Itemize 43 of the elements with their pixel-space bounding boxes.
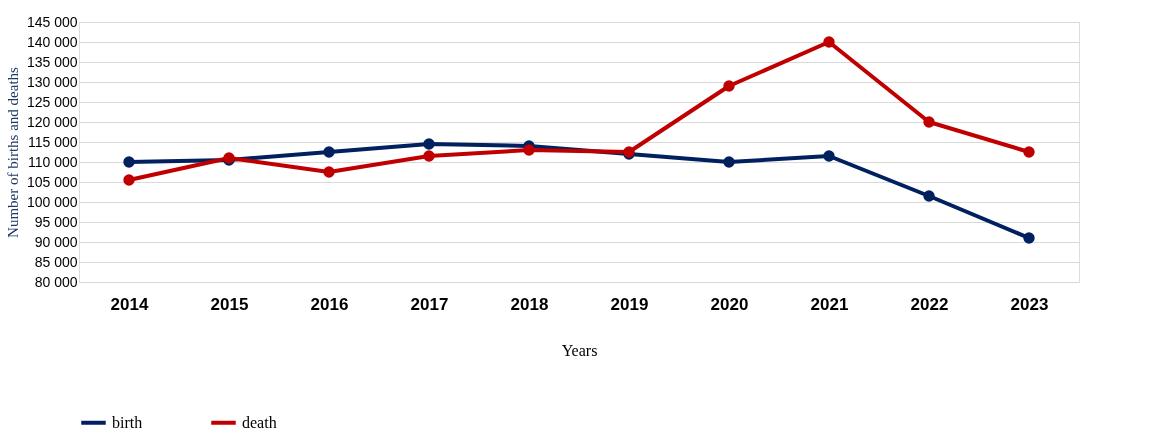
point — [323, 166, 335, 178]
y-tick-label: 90 000 — [34, 233, 78, 250]
point — [823, 150, 835, 162]
point — [123, 174, 135, 186]
point — [923, 116, 935, 128]
x-tick-label: 2019 — [610, 294, 649, 314]
x-tick-label: 2015 — [210, 294, 249, 314]
point — [1023, 232, 1035, 244]
x-tick-label: 2023 — [1010, 294, 1049, 314]
y-tick-label: 110 000 — [27, 153, 78, 170]
point — [523, 144, 535, 156]
y-tick-label: 135 000 — [26, 53, 78, 70]
x-tick-label: 2020 — [710, 294, 749, 314]
y-axis-title: Number of births and deaths — [4, 66, 21, 238]
point — [423, 150, 435, 162]
point — [923, 190, 935, 202]
y-tick-label: 100 000 — [26, 193, 78, 210]
y-tick-label: 105 000 — [26, 173, 78, 190]
y-tick-label: 115 000 — [27, 133, 78, 150]
x-tick-label: 2022 — [910, 294, 949, 314]
point — [123, 156, 135, 168]
x-tick-label: 2017 — [410, 294, 449, 314]
x-tick-label: 2018 — [510, 294, 549, 314]
y-tick-label: 145 000 — [26, 13, 78, 30]
point — [823, 36, 835, 48]
point — [323, 146, 335, 158]
x-axis-title: Years — [561, 341, 598, 359]
y-tick-label: 130 000 — [26, 73, 78, 90]
point — [1023, 146, 1035, 158]
point — [723, 156, 735, 168]
x-tick-label: 2016 — [310, 294, 349, 314]
legend-label: birth — [112, 413, 143, 431]
point — [723, 80, 735, 92]
y-tick-label: 95 000 — [34, 213, 78, 230]
x-tick-label: 2021 — [810, 294, 849, 314]
y-tick-label: 140 000 — [26, 33, 78, 50]
y-tick-label: 120 000 — [26, 113, 78, 130]
x-tick-label: 2014 — [110, 294, 149, 314]
legend-label: death — [242, 413, 277, 431]
y-tick-label: 125 000 — [26, 93, 78, 110]
y-tick-label: 85 000 — [34, 253, 78, 270]
y-tick-label: 80 000 — [34, 273, 78, 290]
point — [423, 138, 435, 150]
